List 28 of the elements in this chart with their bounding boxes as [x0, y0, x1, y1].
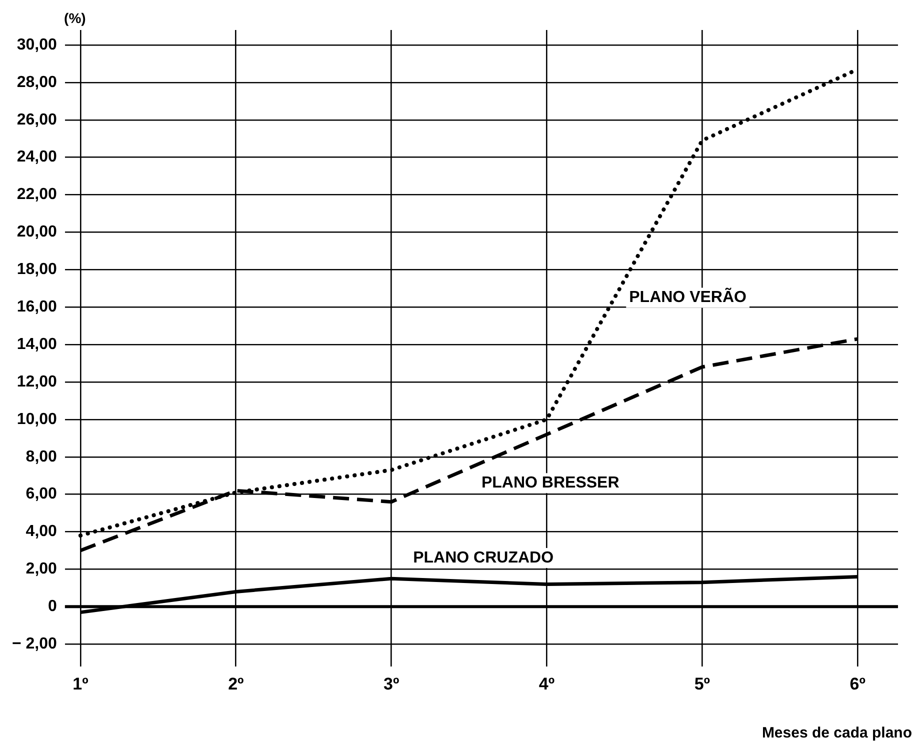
y-tick-label: 8,00: [26, 448, 58, 466]
y-tick-label: 22,00: [16, 186, 58, 204]
y-tick-label: 0: [48, 598, 58, 616]
y-tick-label: 24,00: [16, 148, 58, 166]
series-label: PLANO BRESSER: [481, 474, 620, 492]
y-tick-label: 4,00: [26, 523, 58, 540]
x-tick-label: 5º: [694, 674, 710, 694]
x-axis-title: Meses de cada plano: [762, 724, 912, 742]
y-tick-label: 14,00: [16, 336, 58, 353]
series-label: PLANO VERÃO: [629, 287, 746, 306]
y-tick-label: 30,00: [16, 36, 58, 54]
x-tick-label: 1º: [72, 674, 88, 694]
series-label: PLANO CRUZADO: [413, 549, 554, 566]
y-tick-label: − 2,00: [12, 636, 58, 653]
y-tick-label: 6,00: [26, 486, 58, 503]
y-tick-label: 12,00: [16, 373, 58, 390]
y-axis-title: (%): [64, 10, 86, 26]
x-tick-label: 4º: [538, 674, 555, 694]
y-tick-label: 20,00: [16, 224, 58, 241]
y-tick-label: 10,00: [16, 410, 58, 428]
x-tick-label: 6º: [850, 674, 866, 694]
y-tick-label: 16,00: [16, 298, 58, 316]
x-tick-label: 2º: [228, 674, 244, 694]
y-tick-label: 2,00: [26, 560, 58, 578]
y-tick-label: 18,00: [16, 261, 58, 278]
y-tick-label: 26,00: [16, 111, 58, 128]
x-tick-label: 3º: [383, 674, 400, 694]
y-tick-label: 28,00: [16, 74, 58, 91]
